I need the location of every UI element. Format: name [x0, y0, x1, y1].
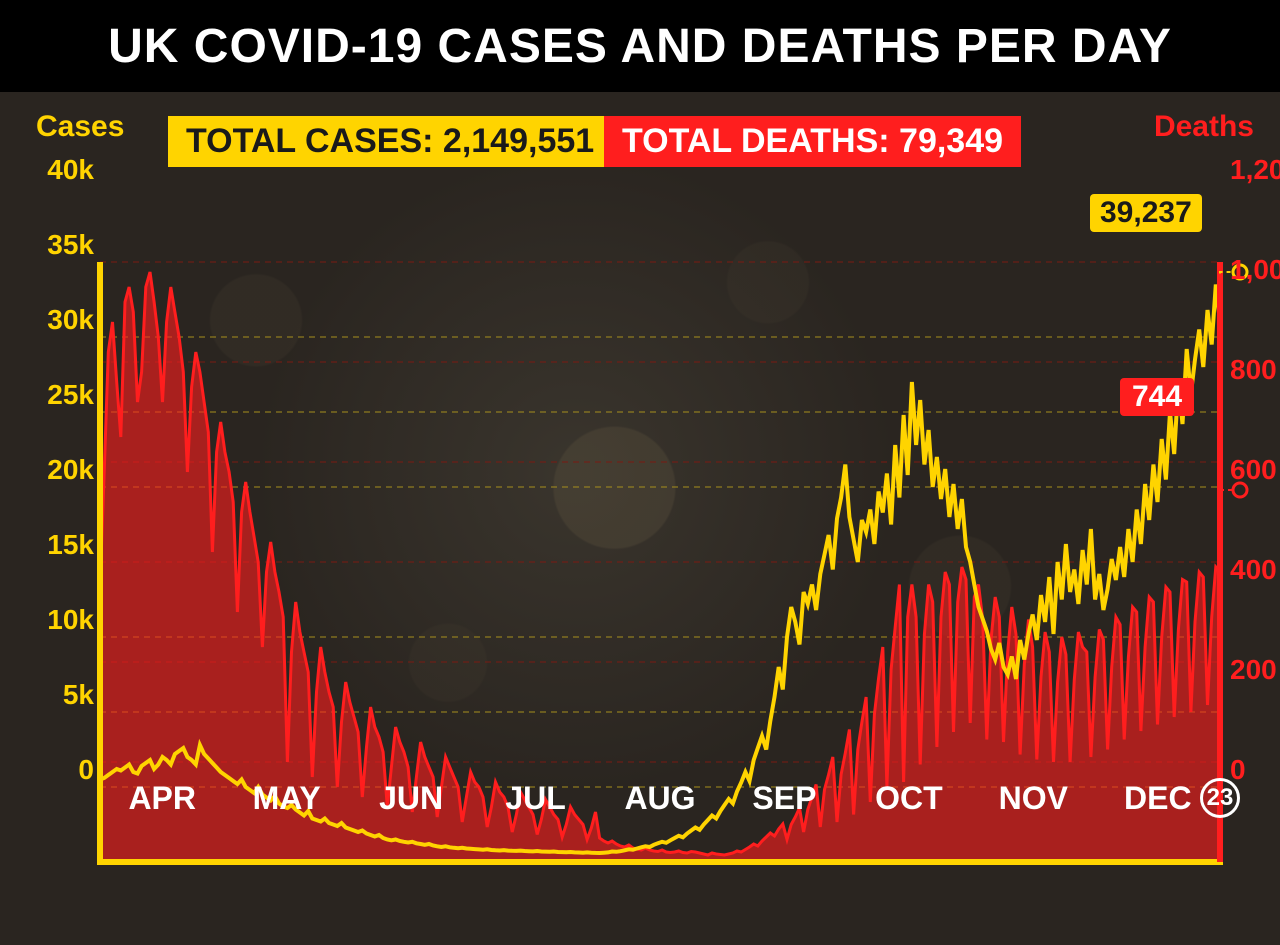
left-tick: 15k	[18, 529, 94, 561]
left-tick: 25k	[18, 379, 94, 411]
left-tick: 30k	[18, 304, 94, 336]
chart-title-text: UK COVID-19 CASES AND DEATHS PER DAY	[108, 19, 1172, 74]
month-tick: DEC	[1118, 780, 1198, 817]
cases-latest-callout: 39,237	[1090, 194, 1202, 232]
left-tick: 35k	[18, 229, 94, 261]
left-tick: 0	[18, 754, 94, 786]
right-tick: 1,000	[1230, 254, 1280, 286]
month-tick: NOV	[993, 780, 1073, 817]
month-tick: MAY	[247, 780, 327, 817]
month-tick: AUG	[620, 780, 700, 817]
right-tick: 400	[1230, 554, 1277, 586]
month-tick: APR	[122, 780, 202, 817]
right-tick: 800	[1230, 354, 1277, 386]
month-tick: JUN	[371, 780, 451, 817]
left-tick: 5k	[18, 679, 94, 711]
left-tick: 40k	[18, 154, 94, 186]
month-tick: OCT	[869, 780, 949, 817]
right-tick: 200	[1230, 654, 1277, 686]
right-tick: 1,200	[1230, 154, 1280, 186]
month-tick: JUL	[496, 780, 576, 817]
right-tick: 0	[1230, 754, 1246, 786]
chart-plot	[0, 92, 1280, 945]
chart-title: UK COVID-19 CASES AND DEATHS PER DAY	[0, 0, 1280, 92]
month-tick: SEP	[744, 780, 824, 817]
deaths-latest-callout: 744	[1120, 378, 1194, 416]
right-tick: 600	[1230, 454, 1277, 486]
left-tick: 20k	[18, 454, 94, 486]
end-date-text: 23	[1207, 784, 1234, 812]
left-tick: 10k	[18, 604, 94, 636]
